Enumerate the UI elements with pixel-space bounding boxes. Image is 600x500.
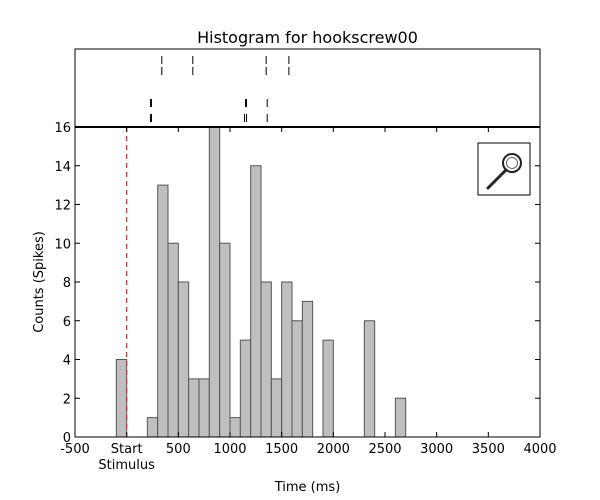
histogram-bar — [239, 339, 252, 438]
histogram-bar — [363, 320, 376, 438]
x-tick-label: -500 — [60, 442, 90, 457]
histogram-bar — [394, 397, 407, 438]
x-tick-label: 4000 — [523, 442, 556, 457]
y-axis: 0 2 4 6 8 10 12 14 16 — [54, 121, 540, 446]
hookscrew-icon — [477, 142, 531, 196]
histogram-bars — [115, 126, 407, 438]
x-axis-label: Time (ms) — [274, 480, 341, 495]
histogram-bar — [219, 242, 231, 438]
y-tick-label: 16 — [54, 121, 71, 136]
x-tick-label: 2000 — [317, 442, 350, 457]
y-tick-label: 14 — [54, 160, 71, 175]
histogram-bar — [167, 242, 179, 438]
histogram-bar — [115, 359, 128, 438]
histogram-bar — [146, 417, 159, 438]
histogram-bar — [198, 378, 210, 438]
raster-frame — [74, 48, 541, 128]
histogram-bar — [157, 184, 169, 438]
x-tick-label: 2500 — [368, 442, 401, 457]
chart-title: Histogram for hookscrew00 — [197, 28, 418, 47]
x-tick-label: 1500 — [265, 442, 298, 457]
histogram-bar — [229, 417, 241, 438]
x-tick-label: 500 — [166, 442, 191, 457]
y-axis-label: Counts (Spikes) — [32, 231, 47, 333]
histogram-bar — [270, 378, 283, 438]
histogram-bar — [322, 339, 334, 438]
histogram-bar — [208, 126, 221, 438]
x-tick-label: 3000 — [420, 442, 453, 457]
histogram-bar — [188, 378, 200, 438]
x-axis: -500 Start Stimulus 500 1000 1500 2000 2500 3000… — [60, 127, 557, 473]
histogram-bar — [260, 281, 272, 438]
x-tick-label: Start Stimulus — [98, 442, 155, 473]
histogram-bar — [281, 281, 293, 438]
y-tick-label: 8 — [63, 276, 71, 291]
y-tick-label: 4 — [63, 354, 71, 369]
raster-plot — [149, 56, 290, 122]
y-tick-label: 0 — [63, 431, 71, 446]
x-tick-label: 3500 — [472, 442, 505, 457]
histogram-bar — [291, 320, 303, 438]
x-tick-label: 1000 — [213, 442, 246, 457]
histogram-bar — [177, 281, 190, 438]
histogram-bar — [250, 165, 262, 438]
y-tick-label: 10 — [54, 237, 71, 252]
histogram-bar — [301, 300, 314, 438]
y-tick-label: 12 — [54, 199, 71, 214]
y-tick-label: 2 — [63, 392, 71, 407]
y-tick-label: 6 — [63, 315, 71, 330]
